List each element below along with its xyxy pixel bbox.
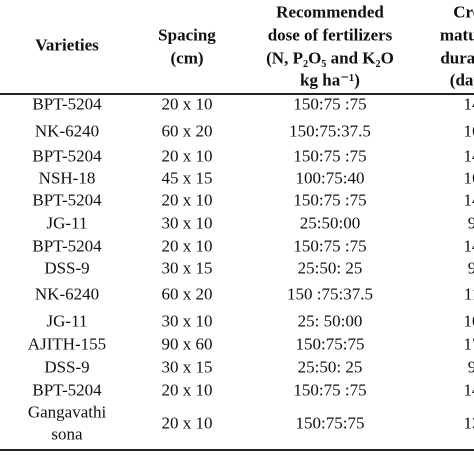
table-cell: sona (51, 424, 83, 444)
column-header: Varieties (35, 35, 99, 55)
table-cell: 14 (463, 190, 474, 210)
table-cell: 25:50: 25 (297, 258, 363, 278)
table-cell: BPT-5204 (32, 380, 102, 400)
table-cell: 150:75 :75 (293, 380, 367, 400)
column-header: (cm) (170, 48, 204, 68)
table-cell: 14 (463, 380, 474, 400)
table-cell: NK-6240 (34, 284, 100, 304)
bottom-rule (0, 449, 474, 451)
table-cell: 30 x 10 (161, 311, 213, 331)
header-rule (0, 93, 474, 95)
table-cell: 20 x 10 (161, 380, 213, 400)
table-cell: 45 x 15 (161, 168, 213, 188)
column-header: (N, P₂O₅ and K₂O (266, 48, 394, 68)
table-cell: 100:75:40 (295, 168, 365, 188)
table-cell: 9 (467, 213, 474, 233)
table-cell: 150:75:75 (295, 334, 365, 354)
table-cell: 20 x 10 (161, 190, 213, 210)
table-cell: BPT-5204 (32, 236, 102, 256)
table-cell: 150:75 :75 (293, 236, 367, 256)
table-cell: BPT-5204 (32, 190, 102, 210)
table-cell: 13 (463, 413, 474, 433)
table-cell: 60 x 20 (161, 284, 213, 304)
table-cell: AJITH-155 (27, 334, 107, 354)
table-cell: 16 (463, 121, 474, 141)
table-cell: 30 x 10 (161, 213, 213, 233)
table-cell: BPT-5204 (32, 94, 102, 114)
table-cell: 150:75 :75 (293, 146, 367, 166)
table-cell: NK-6240 (34, 121, 100, 141)
table-cell: 150 :75:37.5 (287, 284, 373, 304)
table-cell: 14 (463, 236, 474, 256)
table-cell: 20 x 10 (161, 413, 213, 433)
table-cell: 11 (463, 284, 474, 304)
table-cell: DSS-9 (44, 258, 90, 278)
table-cell: 60 x 20 (161, 121, 213, 141)
table-cell: 90 x 60 (161, 334, 213, 354)
column-header: duration (440, 48, 474, 68)
column-header: Crop (453, 2, 474, 22)
table-cell: 20 x 10 (161, 146, 213, 166)
table-cell: 150:75 :75 (293, 190, 367, 210)
table-cell: 20 x 10 (161, 94, 213, 114)
table-cell: 9 (467, 357, 474, 377)
table-cell: 25:50:00 (299, 213, 361, 233)
table-cell: 14 (463, 146, 474, 166)
table-cell: JG-11 (46, 311, 88, 331)
table-cell: 20 x 10 (161, 236, 213, 256)
column-header: kg ha⁻¹) (300, 70, 360, 90)
table-cell: 150:75:37.5 (289, 121, 371, 141)
column-header: Recommended (276, 2, 384, 22)
column-header: maturity (439, 25, 474, 45)
table-cell: 16 (463, 168, 474, 188)
table-cell: 9 (467, 258, 474, 278)
table-cell: 10 (463, 311, 474, 331)
column-header: (days) (449, 70, 474, 90)
table-cell: 25: 50:00 (297, 311, 363, 331)
table-cell: BPT-5204 (32, 146, 102, 166)
table-cell: 30 x 15 (161, 258, 213, 278)
column-header: dose of fertilizers (267, 25, 393, 45)
table-cell: 30 x 15 (161, 357, 213, 377)
table-cell: 150:75 :75 (293, 94, 367, 114)
table-cell: 25:50: 25 (297, 357, 363, 377)
table-cell: 150:75:75 (295, 413, 365, 433)
table-cell: 14 (463, 94, 474, 114)
column-header: Spacing (158, 25, 216, 45)
table-cell: DSS-9 (44, 357, 90, 377)
table-cell: 17 (463, 334, 474, 354)
table-cell: NSH-18 (38, 168, 96, 188)
table-cell: Gangavathi (27, 402, 107, 422)
table-cell: JG-11 (46, 213, 88, 233)
